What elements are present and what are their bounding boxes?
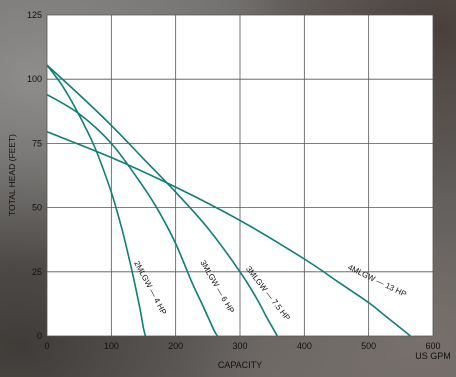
series-curves [46,64,412,337]
grid-lines [46,14,434,337]
x-axis-unit: US GPM [415,351,451,361]
y-tick-label: 50 [32,203,42,213]
y-tick-label: 100 [27,74,42,84]
x-tick-label: 400 [297,341,312,351]
y-tick-label: 75 [32,138,42,148]
series-curve [46,131,412,337]
y-tick-label: 125 [27,10,42,20]
x-tick-label: 500 [361,341,376,351]
y-tick-label: 0 [37,331,42,341]
series-curve [46,64,279,337]
x-tick-label: 300 [232,341,247,351]
series-curve [46,93,219,337]
x-tick-label: 200 [168,341,183,351]
y-tick-label: 25 [32,267,42,277]
series-curve [46,64,147,337]
x-tick-label: 600 [425,341,440,351]
x-axis-label: CAPACITY [218,360,262,370]
x-tick-label: 100 [104,341,119,351]
axis-ticks: 0 100 200 300 400 500 600 0 25 50 75 100 125 [27,10,441,351]
x-tick-label: 0 [44,341,49,351]
y-axis-label: TOTAL HEAD (FEET) [7,134,17,216]
